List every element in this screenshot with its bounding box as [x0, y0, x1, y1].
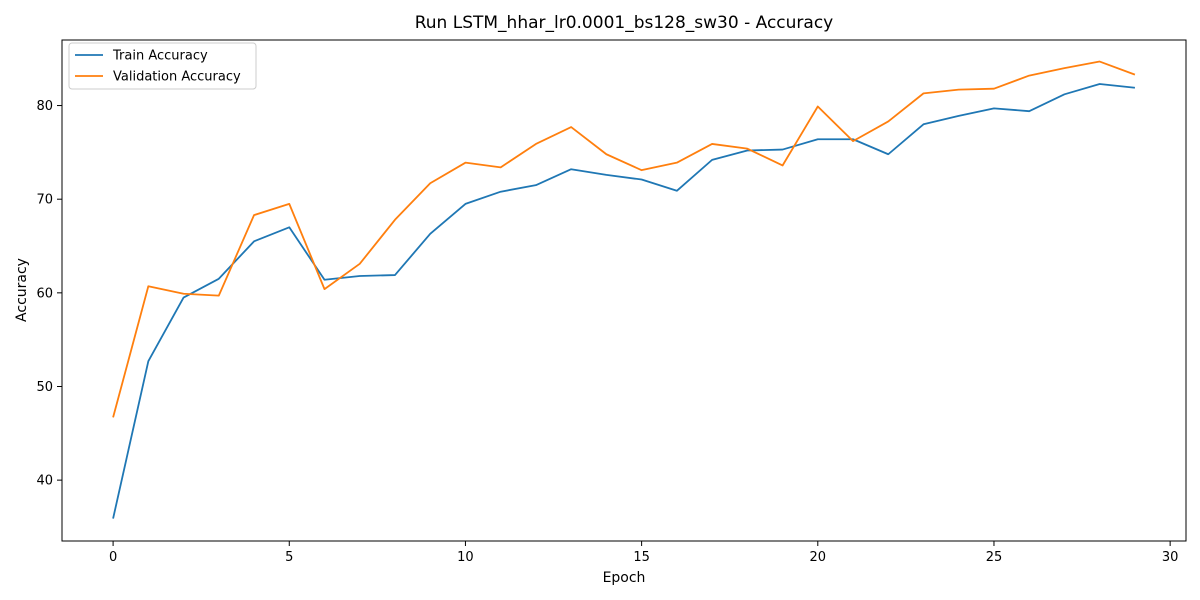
- x-axis: 0 5 10 15 20 25 30: [109, 541, 1178, 565]
- x-tick-label: 30: [1162, 550, 1179, 565]
- plot-area: [61, 39, 1187, 542]
- x-tick-label: 25: [986, 550, 1003, 565]
- x-axis-label: Epoch: [603, 570, 646, 586]
- x-tick-label: 5: [285, 550, 293, 565]
- y-tick-label: 50: [36, 380, 53, 395]
- y-axis: 40 50 60 70 80: [36, 99, 62, 489]
- y-tick-label: 80: [36, 99, 53, 114]
- chart-title: Run LSTM_hhar_lr0.0001_bs128_sw30 - Accu…: [415, 13, 834, 33]
- series-lines: [112, 60, 1136, 519]
- y-tick-label: 70: [36, 193, 53, 208]
- legend-label: Validation Accuracy: [113, 70, 241, 85]
- x-tick-label: 15: [633, 550, 650, 565]
- series-line-validation: [112, 60, 1136, 418]
- legend-label: Train Accuracy: [112, 49, 208, 64]
- legend-box: [68, 42, 257, 90]
- y-tick-label: 40: [36, 474, 53, 489]
- y-axis-label: Accuracy: [14, 258, 30, 322]
- x-tick-label: 0: [109, 550, 117, 565]
- x-tick-label: 20: [810, 550, 827, 565]
- x-tick-label: 10: [457, 550, 474, 565]
- y-tick-label: 60: [36, 286, 53, 301]
- legend: Train Accuracy Validation Accuracy: [68, 42, 257, 90]
- series-line-train: [112, 83, 1136, 519]
